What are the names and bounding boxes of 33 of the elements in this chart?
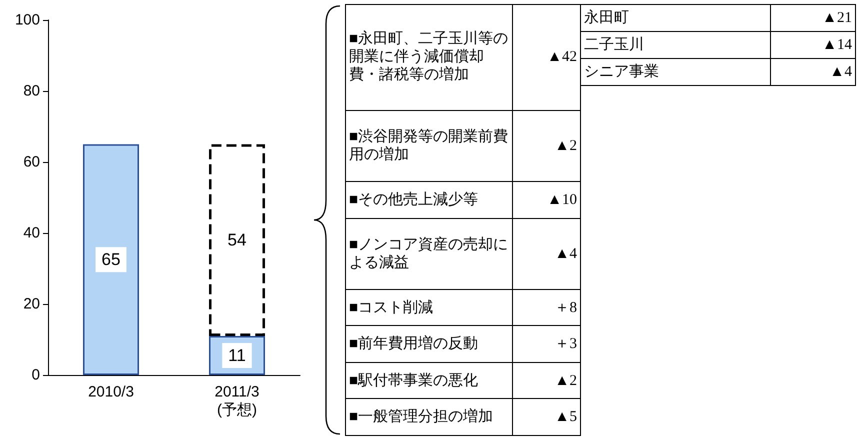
text: ■駅付帯事業の悪化 [346, 362, 512, 399]
text: ■ノンコア資産の売却による減益 [346, 218, 512, 290]
text: ■渋谷開発等の開業前費用の増加 [346, 110, 512, 182]
text: ■コスト削減 [346, 289, 512, 326]
y-tick-label: 100 [14, 12, 40, 28]
data-label: 11 [228, 346, 246, 365]
text: ▲2 [512, 110, 580, 182]
text: ▲14 [770, 32, 856, 58]
x-tick-label: 2010/3 [88, 384, 134, 400]
text: ▲10 [512, 182, 580, 218]
y-tick-label: 40 [23, 224, 40, 242]
text: ■その他売上減少等 [346, 182, 512, 218]
text: ▲5 [512, 398, 580, 436]
y-tick-label: 0 [32, 366, 40, 384]
text: ＋3 [512, 326, 580, 362]
x-tick-label: 2011/3 (予想) [214, 384, 260, 418]
data-label: 65 [102, 250, 120, 270]
text: シニア事業 [580, 58, 770, 86]
y-tick-label: 60 [23, 154, 40, 170]
text: ▲21 [770, 4, 856, 32]
text: ▲4 [770, 58, 856, 86]
text: ▲2 [512, 362, 580, 399]
text: ＋8 [512, 289, 580, 326]
text: ■一般管理分担の増加 [346, 398, 512, 436]
text: ■永田町、二子玉川等の開業に伴う減価償却費・諸税等の増加 [346, 4, 512, 110]
data-label: 54 [228, 230, 246, 250]
text: 二子玉川 [580, 32, 770, 58]
y-tick-label: 20 [23, 296, 40, 312]
text: ▲42 [512, 4, 580, 110]
text: 永田町 [580, 4, 770, 32]
y-tick-label: 80 [23, 82, 40, 100]
text: ■前年費用増の反動 [346, 326, 512, 362]
text: ▲4 [512, 218, 580, 290]
